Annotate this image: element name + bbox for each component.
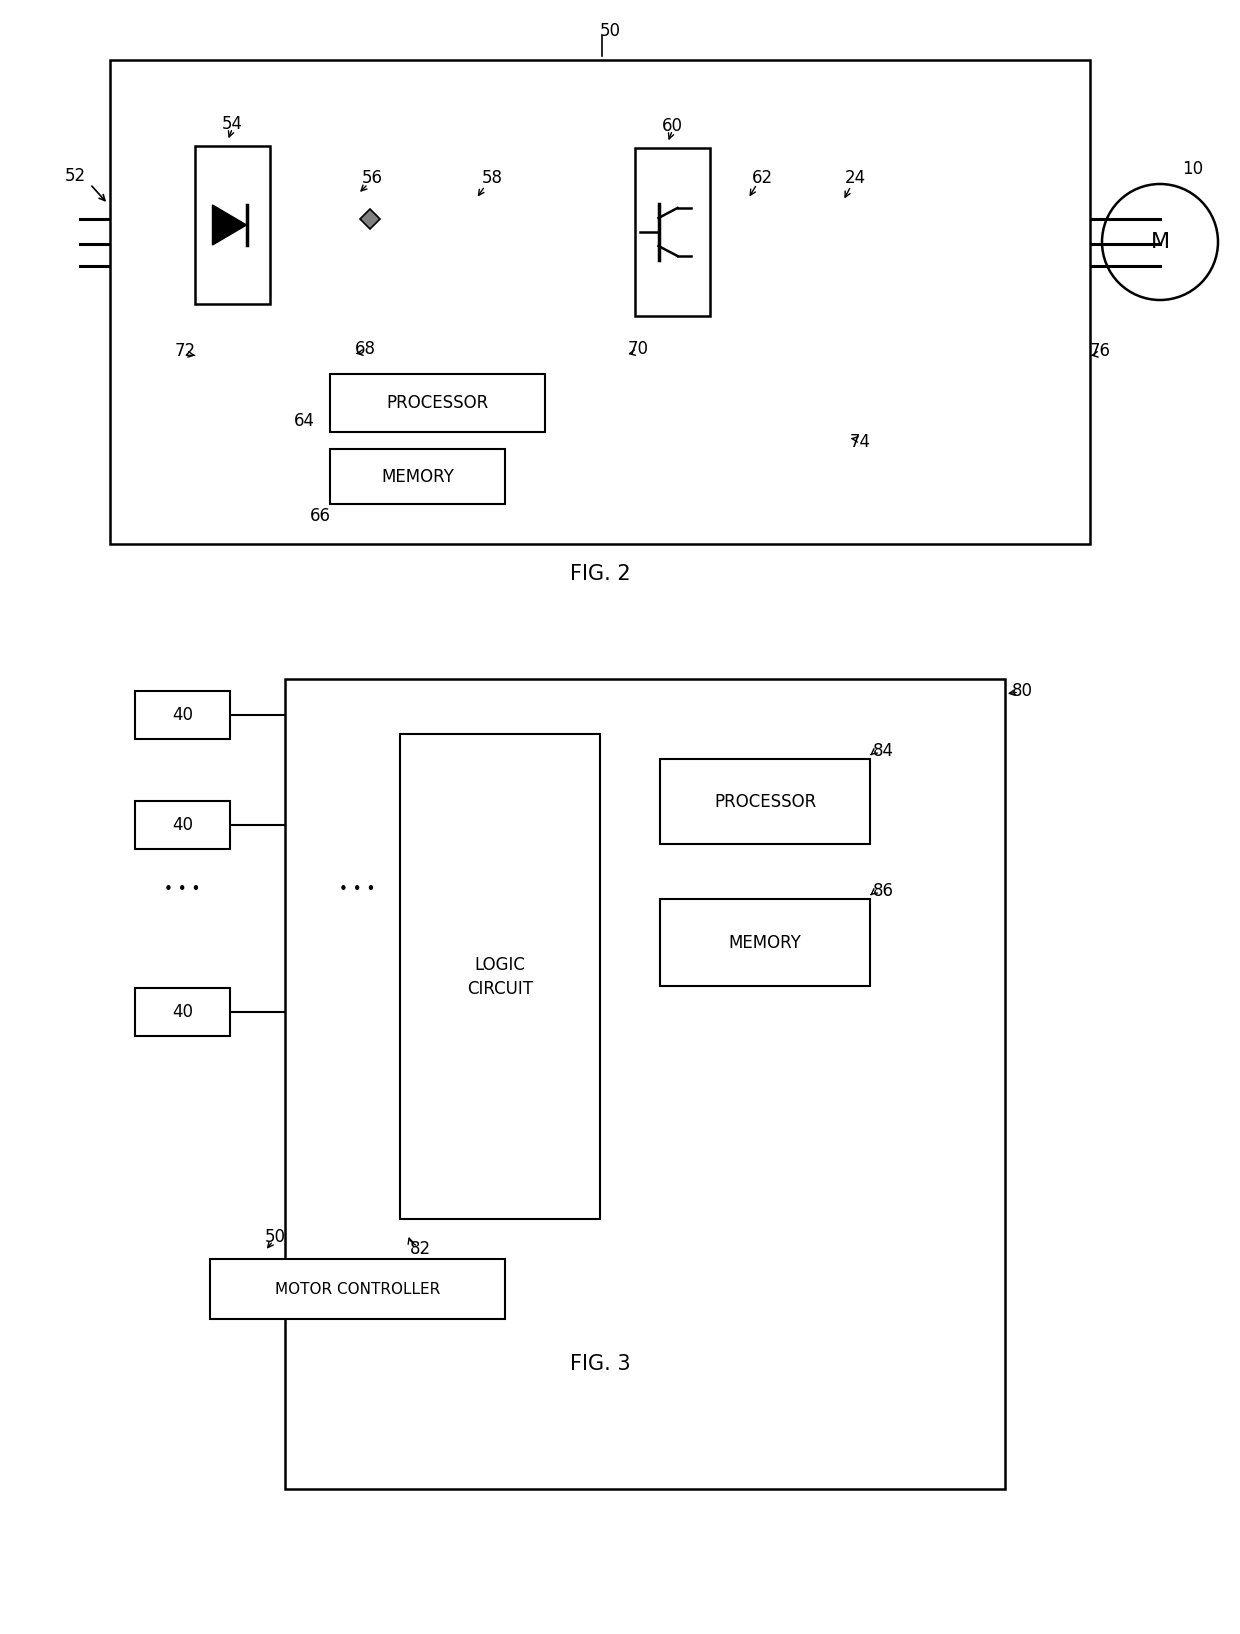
Text: MEMORY: MEMORY — [729, 933, 801, 951]
Text: 80: 80 — [1012, 681, 1033, 699]
Bar — [135, 691, 229, 739]
Text: 40: 40 — [172, 1003, 193, 1021]
Bar — [660, 760, 870, 845]
Text: 56: 56 — [362, 168, 382, 186]
Text: 82: 82 — [409, 1240, 430, 1258]
Text: MOTOR CONTROLLER: MOTOR CONTROLLER — [275, 1281, 440, 1296]
Polygon shape — [212, 204, 247, 245]
Bar — [285, 680, 1004, 1489]
Text: 24: 24 — [844, 168, 866, 186]
Bar — [330, 374, 546, 431]
Bar — [401, 734, 600, 1219]
Text: MEMORY: MEMORY — [381, 467, 454, 485]
Text: 52: 52 — [64, 167, 86, 185]
Text: PROCESSOR: PROCESSOR — [714, 792, 816, 810]
Text: 70: 70 — [627, 340, 649, 358]
Bar — [635, 149, 711, 315]
Text: 62: 62 — [751, 168, 773, 186]
Text: 68: 68 — [355, 340, 376, 358]
Polygon shape — [360, 209, 379, 229]
Text: 76: 76 — [1090, 342, 1111, 359]
Text: 50: 50 — [599, 21, 620, 39]
Text: 60: 60 — [662, 118, 683, 136]
Text: FIG. 2: FIG. 2 — [569, 564, 630, 583]
Text: LOGIC: LOGIC — [475, 956, 526, 974]
Text: 84: 84 — [873, 742, 894, 760]
Bar — [195, 145, 270, 304]
Bar — [210, 1260, 505, 1319]
Text: • • •: • • • — [165, 881, 201, 897]
Text: • • •: • • • — [340, 881, 376, 897]
Text: 10: 10 — [1183, 160, 1204, 178]
Text: CIRCUIT: CIRCUIT — [467, 979, 533, 997]
Text: 50: 50 — [264, 1229, 285, 1247]
Text: 40: 40 — [172, 815, 193, 833]
Bar — [135, 989, 229, 1036]
Bar — [110, 60, 1090, 544]
Text: 74: 74 — [849, 433, 870, 451]
Bar — [660, 899, 870, 985]
Text: 86: 86 — [873, 882, 894, 900]
Text: M: M — [1151, 232, 1169, 252]
Text: PROCESSOR: PROCESSOR — [387, 394, 489, 412]
Text: 58: 58 — [481, 168, 502, 186]
Text: 64: 64 — [294, 412, 315, 430]
Bar — [135, 801, 229, 850]
Bar — [330, 449, 505, 503]
Text: 54: 54 — [222, 114, 243, 132]
Text: 40: 40 — [172, 706, 193, 724]
Text: 66: 66 — [310, 507, 331, 525]
Text: 72: 72 — [175, 342, 196, 359]
Text: FIG. 3: FIG. 3 — [569, 1355, 630, 1374]
